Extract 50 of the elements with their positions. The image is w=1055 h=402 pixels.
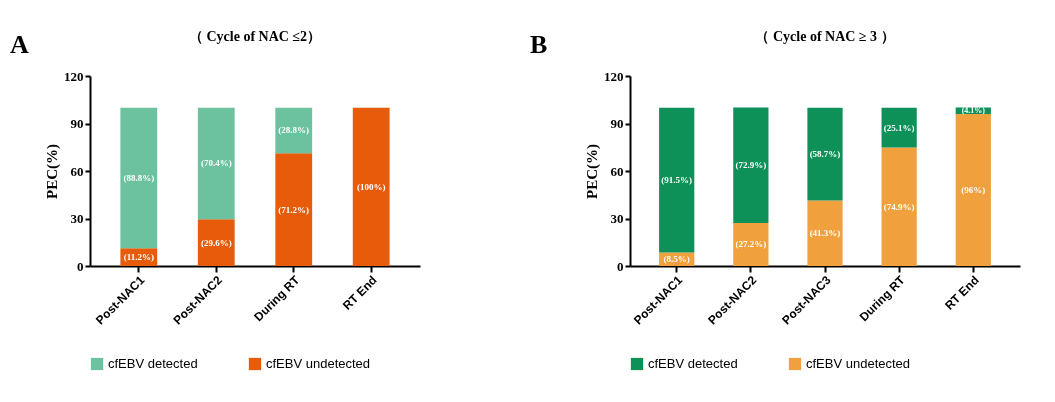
bar bbox=[807, 200, 843, 266]
y-tick-label: 0 bbox=[617, 258, 624, 274]
bar bbox=[197, 107, 235, 220]
bar bbox=[275, 107, 313, 154]
y-tick-label: 30 bbox=[610, 211, 624, 226]
y-tick-label: 120 bbox=[64, 68, 84, 84]
bar bbox=[733, 107, 769, 223]
data-label: (28.8%) bbox=[278, 125, 310, 136]
data-label: (8.5%) bbox=[663, 254, 690, 265]
data-label: (4.1%) bbox=[961, 105, 986, 115]
data-label: (41.3%) bbox=[809, 228, 841, 239]
text: B bbox=[530, 30, 548, 59]
y-tick-label: 120 bbox=[604, 68, 624, 84]
y-axis-title: PEC(%) bbox=[584, 144, 601, 199]
text: A bbox=[10, 30, 29, 59]
bar bbox=[881, 147, 917, 266]
data-label: (71.2%) bbox=[278, 204, 310, 215]
legend-label: cfEBV detected bbox=[108, 356, 198, 371]
legend-label: cfEBV undetected bbox=[806, 356, 911, 371]
chart-title: （ Cycle of NAC ≤2） bbox=[188, 29, 322, 44]
data-label: (88.8%) bbox=[123, 172, 155, 183]
data-label: (29.6%) bbox=[200, 237, 232, 248]
legend-label: cfEBV detected bbox=[648, 356, 738, 371]
data-label: (72.9%) bbox=[735, 160, 767, 171]
bar bbox=[120, 107, 158, 249]
legend-label: cfEBV undetected bbox=[266, 356, 371, 371]
data-label: (11.2%) bbox=[123, 252, 154, 263]
bar bbox=[659, 107, 695, 253]
y-tick-label: 0 bbox=[77, 258, 84, 274]
y-tick-label: 60 bbox=[70, 163, 84, 179]
bar bbox=[955, 114, 991, 266]
y-tick-label: 60 bbox=[610, 163, 624, 179]
bar bbox=[197, 219, 235, 266]
chart-title: （ Cycle of NAC ≥ 3 ） bbox=[755, 29, 895, 44]
y-tick-label: 90 bbox=[70, 116, 84, 131]
data-label: (91.5%) bbox=[661, 175, 693, 186]
y-tick-label: 90 bbox=[610, 116, 624, 131]
data-label: (58.7%) bbox=[809, 149, 841, 160]
y-axis-title: PEC(%) bbox=[44, 144, 61, 199]
data-label: (74.9%) bbox=[883, 201, 915, 212]
bar bbox=[733, 222, 769, 266]
data-label: (96%) bbox=[961, 185, 986, 195]
bar bbox=[275, 153, 313, 266]
data-label: (25.1%) bbox=[883, 122, 915, 133]
bar bbox=[807, 107, 843, 201]
data-label: (27.2%) bbox=[735, 239, 767, 250]
data-label: (70.4%) bbox=[200, 158, 232, 169]
bar bbox=[352, 107, 390, 266]
y-tick-label: 30 bbox=[70, 211, 84, 226]
data-label: (100%) bbox=[356, 181, 386, 192]
